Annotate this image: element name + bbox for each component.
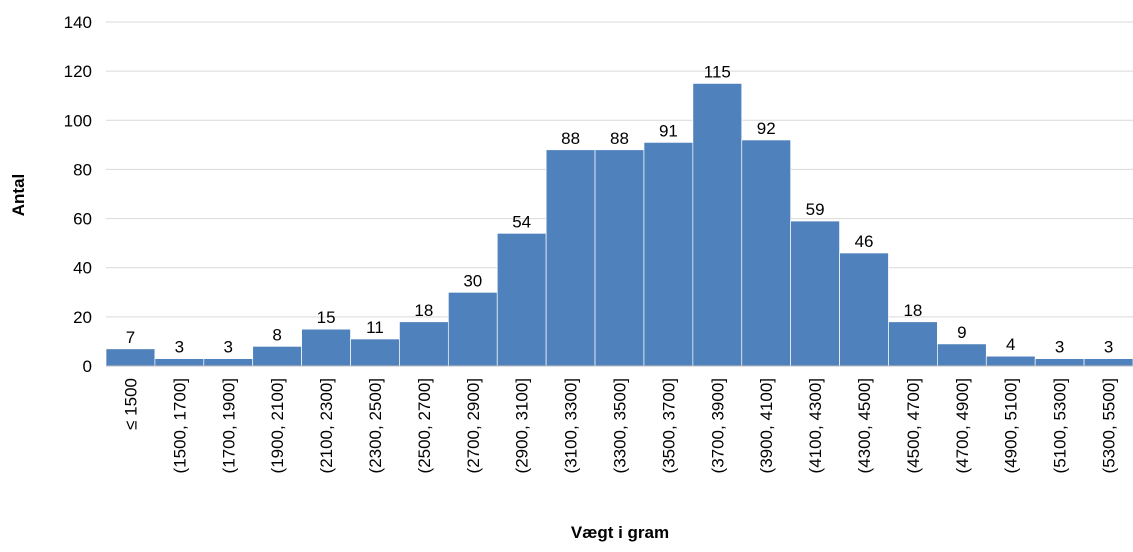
- bar: [937, 343, 987, 367]
- bar: [643, 142, 694, 367]
- bar: [1034, 358, 1085, 367]
- bar: [154, 358, 205, 367]
- y-tick-label: 40: [73, 259, 92, 278]
- y-tick-label: 20: [73, 308, 92, 327]
- x-tick-label: (4300, 4500]: [855, 378, 874, 473]
- data-label: 3: [224, 338, 233, 357]
- bar: [350, 338, 400, 367]
- data-label: 54: [512, 212, 531, 231]
- x-tick-label: (1700, 1900]: [219, 378, 238, 473]
- bar: [985, 355, 1036, 367]
- y-tick-label: 120: [64, 62, 92, 81]
- bar: [545, 149, 596, 367]
- data-label: 15: [317, 308, 336, 327]
- x-tick-label: (3300, 3500]: [611, 378, 630, 473]
- x-axis-label: Vægt i gram: [571, 523, 669, 542]
- bar: [692, 83, 743, 367]
- data-label: 88: [610, 129, 629, 148]
- x-tick-label: (2700, 2900]: [464, 378, 483, 473]
- data-label: 18: [414, 301, 433, 320]
- x-tick-label: (4100, 4300]: [806, 378, 825, 473]
- bar: [1083, 358, 1133, 367]
- data-label: 3: [175, 338, 184, 357]
- x-tick-label: (2300, 2500]: [366, 378, 385, 473]
- x-tick-label: (5300, 5500]: [1100, 378, 1119, 473]
- bar: [252, 345, 302, 367]
- y-tick-label: 0: [83, 357, 92, 376]
- bar: [105, 348, 156, 367]
- data-label: 8: [272, 325, 281, 344]
- x-tick-label: (4500, 4700]: [904, 378, 923, 473]
- y-tick-label: 100: [64, 111, 92, 130]
- bar: [447, 291, 498, 367]
- data-label: 91: [659, 121, 678, 140]
- data-label: 3: [1055, 338, 1064, 357]
- y-tick-label: 80: [73, 160, 92, 179]
- data-label: 4: [1006, 335, 1015, 354]
- data-label: 7: [126, 328, 135, 347]
- data-label: 30: [463, 271, 482, 290]
- x-tick-label: (4900, 5100]: [1002, 378, 1021, 473]
- y-tick-label: 60: [73, 210, 92, 229]
- bar: [839, 252, 889, 367]
- data-label: 3: [1104, 338, 1113, 357]
- x-tick-label: (2500, 2700]: [415, 378, 434, 473]
- x-tick-label: (2100, 2300]: [317, 378, 336, 473]
- bar: [741, 139, 792, 367]
- data-label: 59: [806, 200, 825, 219]
- x-tick-label: (3100, 3300]: [562, 378, 581, 473]
- data-label: 115: [704, 62, 731, 81]
- x-tick-label: (2900, 3100]: [513, 378, 532, 473]
- bar: [594, 149, 645, 367]
- y-axis-label: Antal: [9, 174, 28, 217]
- x-tick-label: (3700, 3900]: [708, 378, 727, 473]
- x-tick-label: (3900, 4100]: [757, 378, 776, 473]
- bar: [203, 358, 254, 367]
- y-tick-label: 140: [64, 13, 92, 32]
- data-label: 11: [366, 318, 384, 337]
- x-tick-label: ≤ 1500: [121, 378, 140, 430]
- x-tick-label: (1900, 2100]: [268, 378, 287, 473]
- bar: [399, 321, 449, 367]
- x-tick-label: (1500, 1700]: [170, 378, 189, 473]
- bar: [496, 232, 547, 367]
- x-tick-label: (4700, 4900]: [953, 378, 972, 473]
- data-label: 9: [957, 323, 966, 342]
- data-label: 18: [903, 301, 922, 320]
- bar: [888, 321, 938, 367]
- bar: [301, 328, 351, 367]
- data-label: 46: [855, 232, 874, 251]
- bar: [790, 220, 840, 367]
- data-label: 88: [561, 129, 580, 148]
- x-tick-label: (5100, 5300]: [1051, 378, 1070, 473]
- data-label: 92: [757, 119, 776, 138]
- x-tick-label: (3500, 3700]: [659, 378, 678, 473]
